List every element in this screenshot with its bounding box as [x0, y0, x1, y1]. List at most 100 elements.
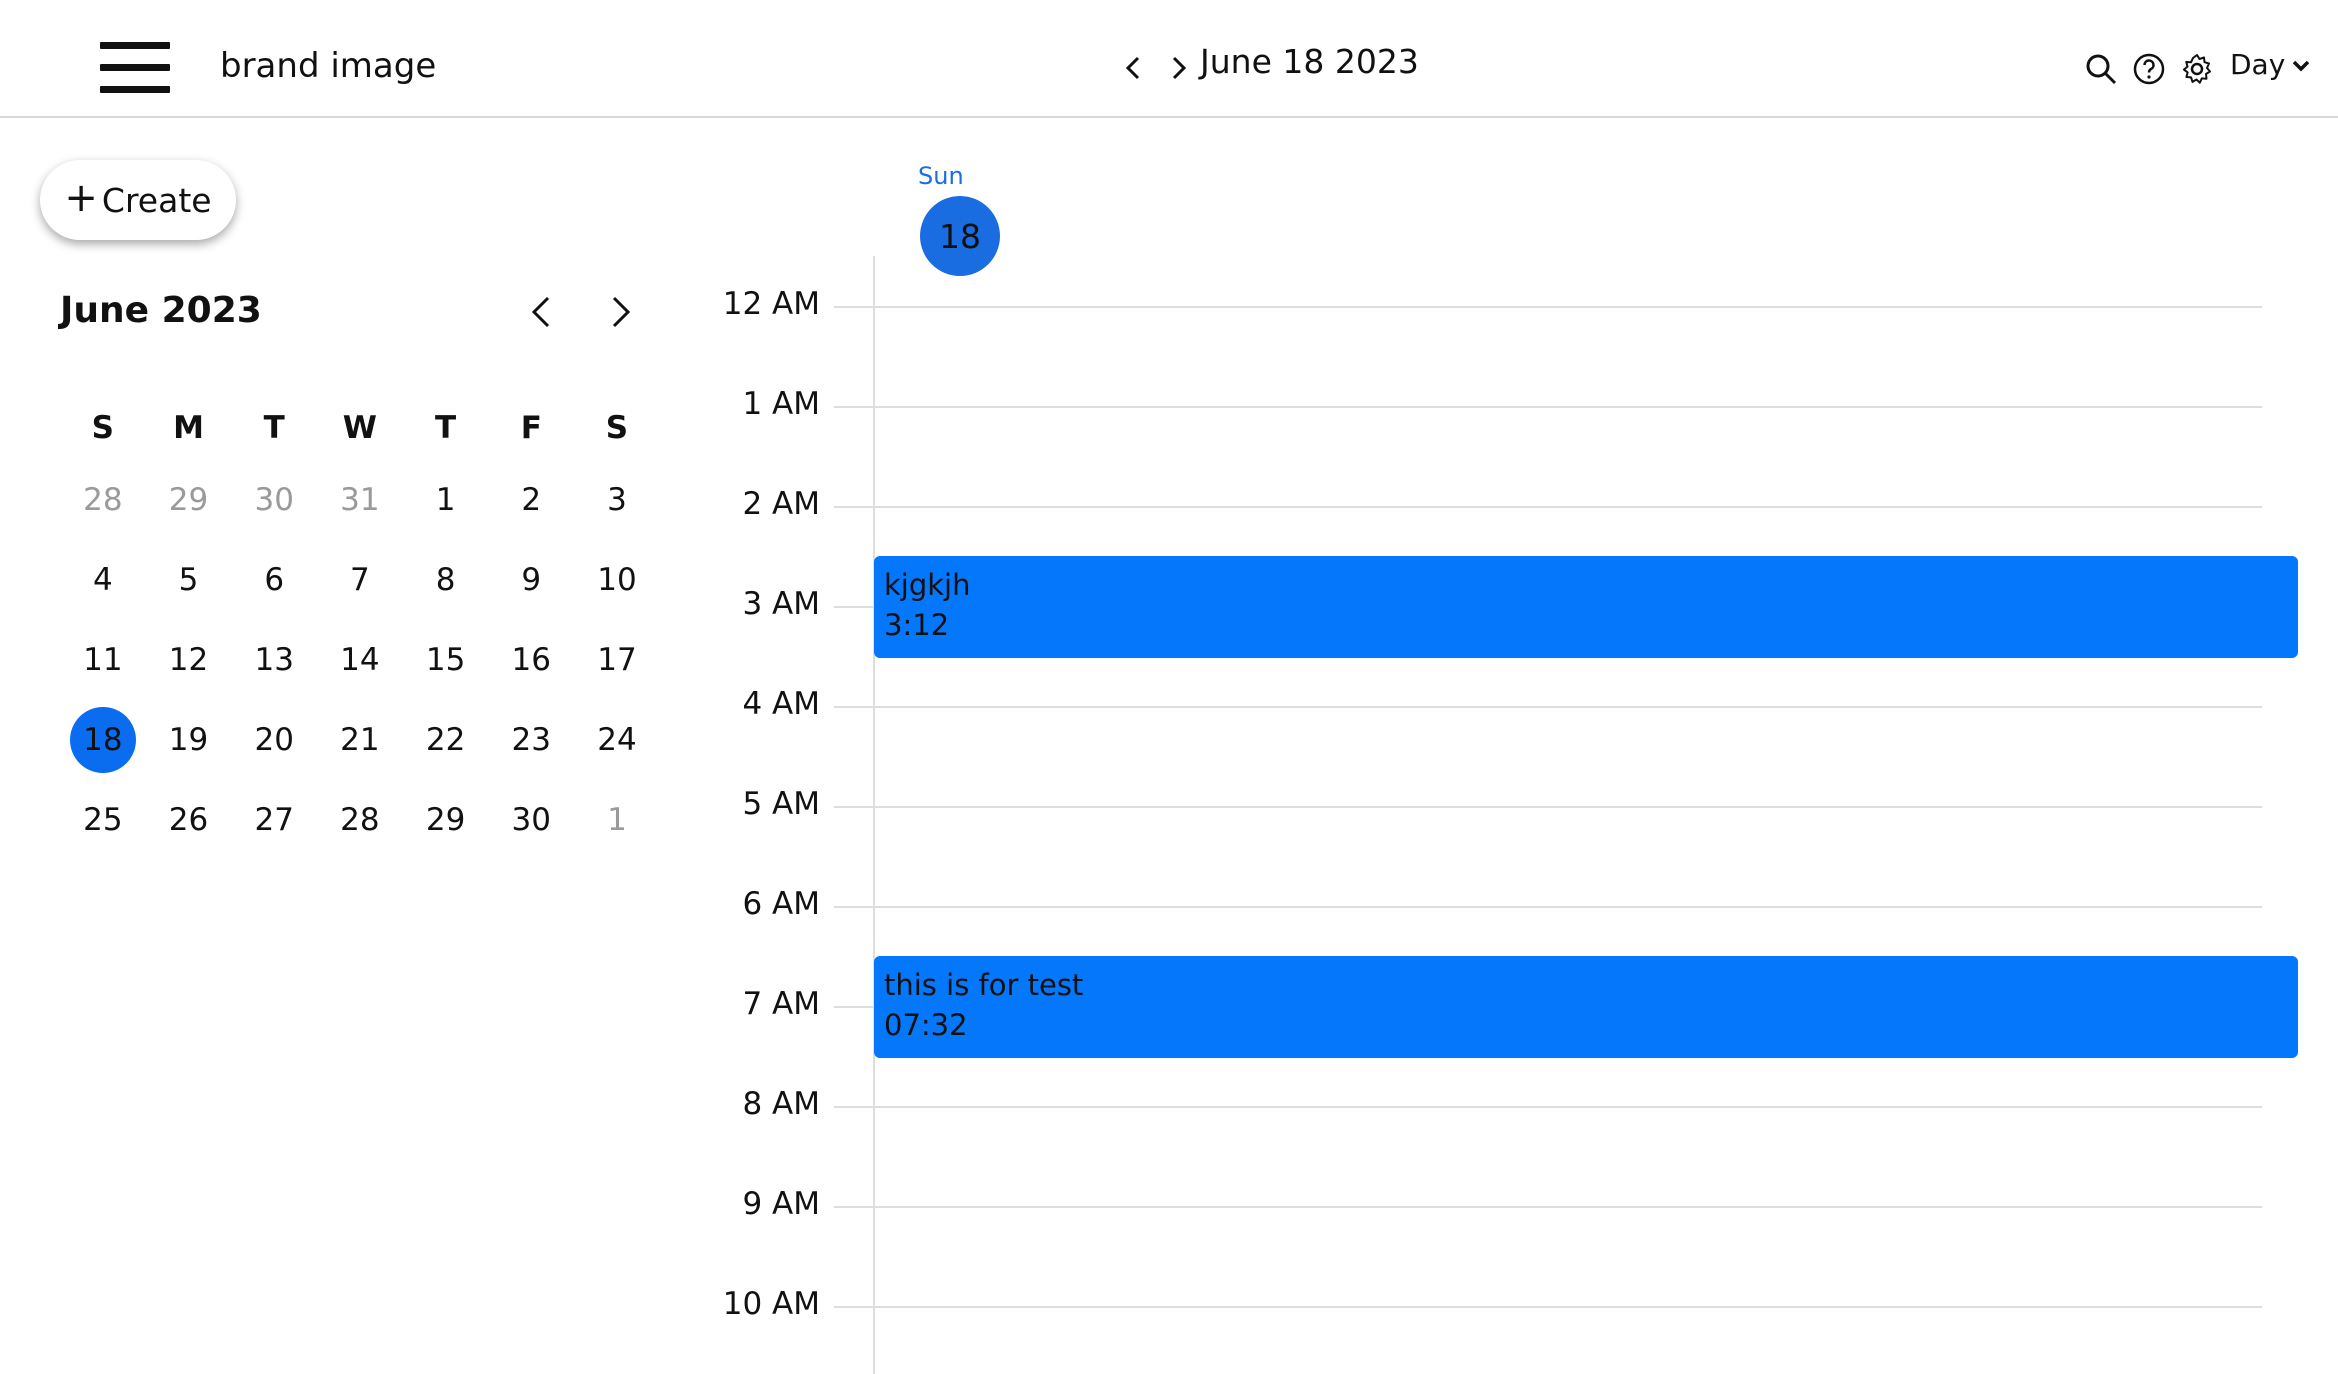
mini-calendar-day[interactable]: 8 [403, 540, 489, 620]
mini-calendar-prev-button[interactable] [522, 292, 562, 332]
gear-icon[interactable] [2180, 52, 2214, 86]
mini-calendar-day[interactable]: 21 [317, 700, 403, 780]
mini-calendar-day-number: 9 [521, 562, 542, 598]
mini-calendar-day[interactable]: 17 [574, 620, 660, 700]
mini-calendar-day-number: 30 [254, 482, 294, 518]
mini-calendar-day-number: 3 [607, 482, 627, 518]
mini-calendar-day[interactable]: 16 [488, 620, 574, 700]
mini-calendar-day[interactable]: 26 [146, 780, 232, 860]
calendar-event[interactable]: kjgkjh 3:12 [874, 556, 2298, 658]
hour-gridline [834, 806, 2262, 808]
mini-calendar-week: 18 19 20 21 22 23 24 [60, 700, 660, 780]
mini-calendar-day[interactable]: 5 [146, 540, 232, 620]
hour-gridline [834, 306, 2262, 308]
help-icon[interactable] [2132, 52, 2166, 86]
mini-calendar-next-button[interactable] [600, 292, 640, 332]
mini-calendar-week: 11 12 13 14 15 16 17 [60, 620, 660, 700]
mini-calendar-day[interactable]: 29 [146, 460, 232, 540]
mini-calendar-day-number: 31 [340, 482, 380, 518]
mini-calendar-day[interactable]: 30 [488, 780, 574, 860]
mini-calendar-day[interactable]: 30 [231, 460, 317, 540]
chevron-right-icon [612, 296, 631, 328]
mini-calendar-day[interactable]: 12 [146, 620, 232, 700]
hour-label: 12 AM [722, 286, 820, 322]
search-icon[interactable] [2084, 52, 2118, 86]
weekday-label: S [605, 410, 629, 446]
mini-calendar-day-number: 7 [350, 562, 370, 598]
calendar-event[interactable]: this is for test 07:32 [874, 956, 2298, 1058]
mini-calendar-day-number: 25 [83, 802, 123, 838]
mini-calendar-day[interactable]: 25 [60, 780, 146, 860]
view-selector-label: Day [2230, 48, 2286, 81]
mini-calendar-day-number: 12 [168, 642, 209, 678]
current-date-title: June 18 2023 [1200, 42, 1419, 81]
mini-calendar-day-number: 28 [83, 482, 123, 518]
mini-calendar-day[interactable]: 20 [231, 700, 317, 780]
mini-calendar-day-number: 28 [340, 802, 380, 838]
mini-calendar-day[interactable]: 28 [60, 460, 146, 540]
hour-gridline [834, 706, 2262, 708]
mini-calendar-day-number: 10 [597, 562, 637, 598]
plus-icon: + [64, 175, 98, 221]
hour-gridline [834, 1306, 2262, 1308]
mini-calendar-day-number: 11 [83, 642, 123, 678]
view-selector[interactable]: Day [2230, 48, 2311, 81]
mini-calendar-day-number: 24 [597, 722, 637, 758]
mini-calendar-day-number: 14 [340, 642, 380, 678]
prev-day-button[interactable] [1114, 48, 1154, 88]
mini-calendar-day[interactable]: 19 [146, 700, 232, 780]
mini-calendar-day-number: 13 [254, 642, 294, 678]
chevron-left-icon [1125, 56, 1140, 80]
mini-calendar-week: 25 26 27 28 29 30 1 [60, 780, 660, 860]
mini-calendar-day[interactable]: 22 [403, 700, 489, 780]
mini-calendar-day-number: 6 [264, 562, 285, 598]
mini-calendar-day[interactable]: 2 [488, 460, 574, 540]
mini-calendar-day-number: 20 [254, 722, 294, 758]
mini-calendar-day[interactable]: 31 [317, 460, 403, 540]
mini-calendar-day[interactable]: 13 [231, 620, 317, 700]
day-date-number[interactable]: 18 [920, 196, 1000, 276]
menu-icon[interactable] [100, 42, 170, 94]
app-header: brand image June 18 2023 Day [0, 0, 2338, 118]
mini-calendar-day[interactable]: 11 [60, 620, 146, 700]
mini-calendar-day-number: 5 [178, 562, 199, 598]
hour-label: 9 AM [742, 1186, 820, 1222]
mini-calendar-day[interactable]: 4 [60, 540, 146, 620]
mini-calendar-day[interactable]: 14 [317, 620, 403, 700]
mini-calendar-day[interactable]: 1 [574, 780, 660, 860]
weekday-label: T [435, 410, 457, 446]
mini-calendar-day[interactable]: 10 [574, 540, 660, 620]
mini-calendar-day[interactable]: 3 [574, 460, 660, 540]
mini-calendar-day[interactable]: 15 [403, 620, 489, 700]
mini-calendar-day-number: 29 [425, 802, 466, 838]
mini-calendar-day[interactable]: 24 [574, 700, 660, 780]
mini-calendar-day-number: 15 [425, 642, 466, 678]
event-title: kjgkjh [884, 568, 971, 602]
mini-calendar-day[interactable]: 6 [231, 540, 317, 620]
mini-calendar-day[interactable]: 28 [317, 780, 403, 860]
weekday-label: S [91, 410, 114, 446]
weekday-label: W [342, 410, 377, 446]
mini-calendar-week: 4 5 6 7 8 9 10 [60, 540, 660, 620]
chevron-right-icon [1172, 56, 1187, 80]
weekday-label: T [263, 410, 285, 446]
mini-calendar-day[interactable]: 7 [317, 540, 403, 620]
mini-calendar-day-number: 27 [254, 802, 294, 838]
mini-calendar-day[interactable]: 1 [403, 460, 489, 540]
mini-calendar-day[interactable]: 9 [488, 540, 574, 620]
mini-calendar-day[interactable]: 23 [488, 700, 574, 780]
create-button[interactable]: + Create [40, 160, 236, 240]
mini-calendar-day[interactable]: 29 [403, 780, 489, 860]
mini-calendar-day[interactable]: 27 [231, 780, 317, 860]
mini-calendar-day-number: 1 [607, 802, 627, 838]
brand-logo[interactable]: brand image [220, 46, 437, 86]
hour-label: 4 AM [742, 686, 820, 722]
next-day-button[interactable] [1160, 48, 1200, 88]
mini-calendar-week: 28 29 30 31 1 2 3 [60, 460, 660, 540]
mini-calendar-day-number: 26 [168, 802, 209, 838]
mini-calendar-day-today[interactable]: 18 [60, 700, 146, 780]
hour-label: 6 AM [742, 886, 820, 922]
event-time: 3:12 [884, 608, 950, 642]
create-button-label: Create [101, 180, 212, 220]
